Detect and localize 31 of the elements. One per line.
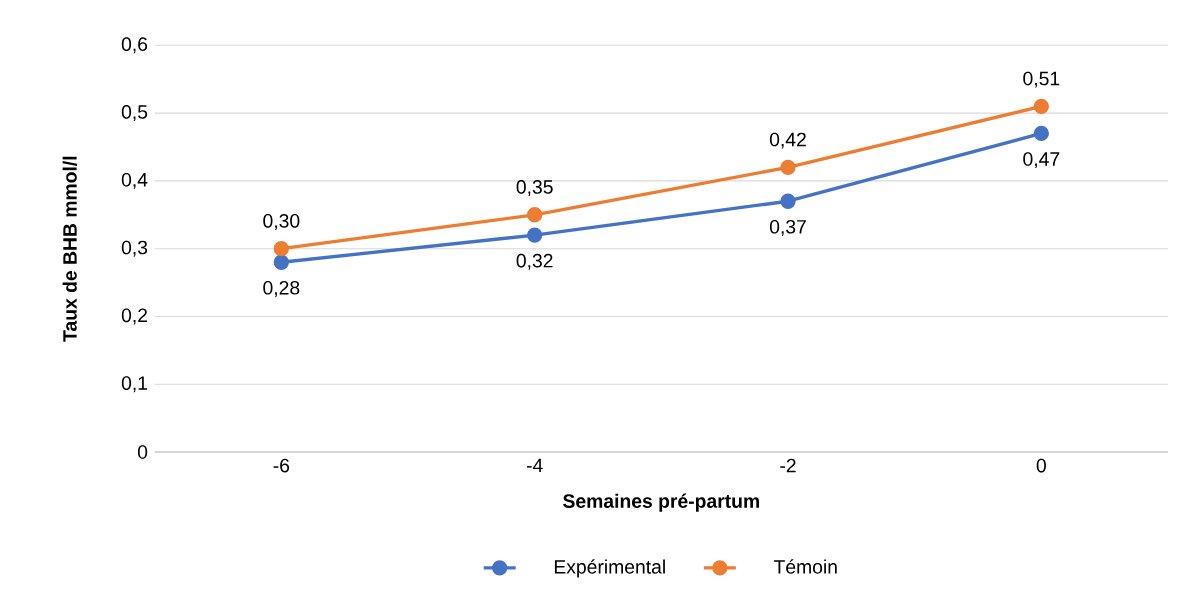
data-label: 0,51: [1023, 71, 1060, 88]
data-label: 0,35: [516, 180, 553, 197]
x-axis-title: Semaines pré-partum: [563, 493, 759, 512]
y-tick-label: 0,5: [121, 105, 148, 122]
point: [1033, 125, 1050, 142]
y-axis-title: Taux de BHB mmol/l: [62, 156, 78, 342]
data-label: 0,42: [769, 132, 806, 149]
point: [780, 193, 796, 209]
point: [527, 227, 543, 243]
data-label: 0,30: [263, 213, 300, 230]
point: [780, 159, 796, 175]
point: [273, 241, 290, 257]
y-tick-label: 0,1: [121, 376, 148, 393]
y-tick-label: 0,3: [121, 240, 148, 257]
point: [273, 254, 290, 270]
data-label: 0,37: [769, 219, 806, 236]
data-label: 0,32: [516, 253, 553, 270]
point: [1033, 98, 1050, 115]
y-tick-label: 0,4: [121, 172, 148, 189]
point: [527, 207, 543, 223]
y-tick-label: 0,6: [121, 37, 148, 54]
data-label: 0,28: [263, 280, 300, 297]
legend-label: Expérimental: [554, 559, 665, 578]
y-tick-label: 0: [137, 445, 148, 459]
legend-label: Témoin: [773, 559, 837, 574]
x-tick-label: 0: [1036, 458, 1046, 473]
y-tick-label: 0,2: [121, 308, 147, 325]
x-tick-label: -4: [526, 458, 543, 473]
x-tick-label: -2: [780, 458, 796, 473]
x-tick-label: -6: [273, 458, 290, 473]
data-label: 0,47: [1023, 152, 1060, 169]
